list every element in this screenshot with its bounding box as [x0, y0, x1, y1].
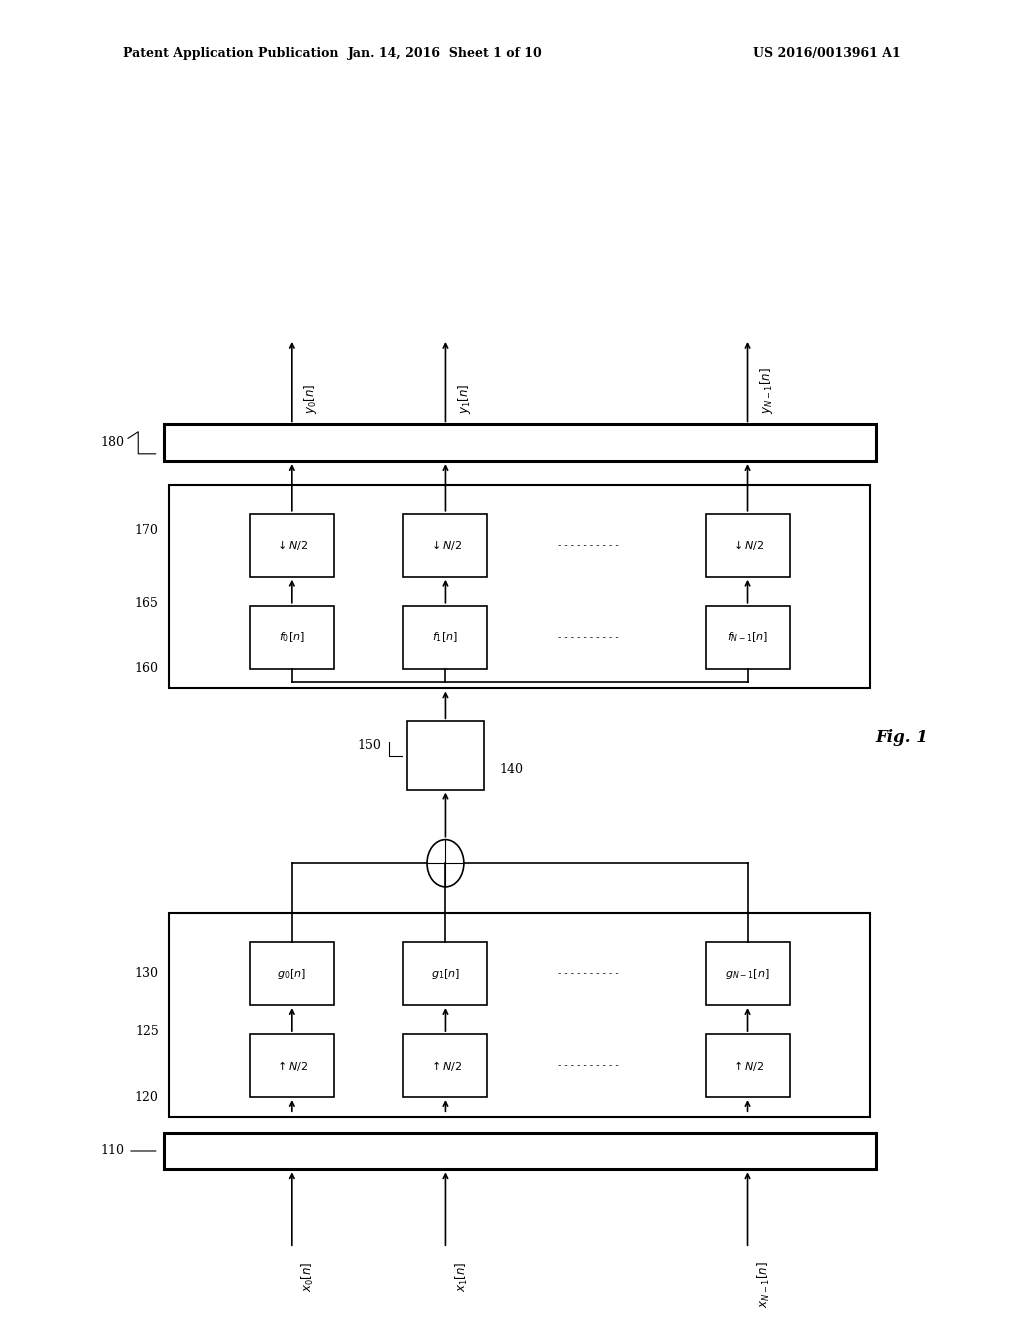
- Text: $g_0[n]$: $g_0[n]$: [278, 966, 306, 981]
- Text: $g_{N-1}[n]$: $g_{N-1}[n]$: [725, 966, 770, 981]
- Text: $y_1[n]$: $y_1[n]$: [456, 383, 473, 414]
- Text: $\uparrow N/2$: $\uparrow N/2$: [275, 1059, 308, 1073]
- Text: - - - - - - - - - -: - - - - - - - - - -: [558, 969, 620, 978]
- Bar: [706, 1034, 790, 1097]
- Bar: [250, 1034, 334, 1097]
- Text: $x_0[n]$: $x_0[n]$: [300, 1262, 316, 1292]
- Text: 140: 140: [500, 763, 523, 776]
- Text: 125: 125: [135, 1024, 159, 1038]
- Text: $x_1[n]$: $x_1[n]$: [454, 1262, 470, 1292]
- Text: $f_1[n]$: $f_1[n]$: [432, 631, 459, 644]
- Text: 180: 180: [101, 437, 125, 449]
- Bar: [164, 425, 876, 461]
- Text: Jan. 14, 2016  Sheet 1 of 10: Jan. 14, 2016 Sheet 1 of 10: [348, 48, 543, 61]
- Bar: [403, 513, 487, 577]
- Bar: [250, 942, 334, 1005]
- Text: $\uparrow N/2$: $\uparrow N/2$: [429, 1059, 462, 1073]
- Bar: [706, 513, 790, 577]
- Text: $f_0[n]$: $f_0[n]$: [279, 631, 305, 644]
- Bar: [250, 513, 334, 577]
- Bar: [408, 721, 484, 789]
- Text: US 2016/0013961 A1: US 2016/0013961 A1: [754, 48, 901, 61]
- Bar: [706, 606, 790, 669]
- Text: $y_{N-1}[n]$: $y_{N-1}[n]$: [758, 367, 775, 414]
- Text: 120: 120: [135, 1090, 159, 1104]
- Text: $\downarrow N/2$: $\downarrow N/2$: [275, 539, 308, 552]
- Text: Patent Application Publication: Patent Application Publication: [123, 48, 338, 61]
- Text: $\uparrow N/2$: $\uparrow N/2$: [731, 1059, 764, 1073]
- Text: Fig. 1: Fig. 1: [876, 729, 929, 746]
- Bar: [164, 1133, 876, 1170]
- Bar: [169, 484, 870, 689]
- Text: $f_{N-1}[n]$: $f_{N-1}[n]$: [727, 631, 768, 644]
- Text: $\downarrow N/2$: $\downarrow N/2$: [731, 539, 764, 552]
- Text: 110: 110: [101, 1144, 125, 1158]
- Text: 160: 160: [135, 663, 159, 676]
- Text: $y_0[n]$: $y_0[n]$: [302, 383, 319, 414]
- Bar: [403, 606, 487, 669]
- Text: $g_1[n]$: $g_1[n]$: [431, 966, 460, 981]
- Text: 165: 165: [135, 597, 159, 610]
- Text: - - - - - - - - - -: - - - - - - - - - -: [558, 541, 620, 549]
- Text: - - - - - - - - - -: - - - - - - - - - -: [558, 1061, 620, 1071]
- Text: 170: 170: [135, 524, 159, 537]
- Bar: [250, 606, 334, 669]
- Text: 130: 130: [135, 968, 159, 981]
- Text: 150: 150: [357, 739, 381, 752]
- Bar: [403, 1034, 487, 1097]
- Text: $\downarrow N/2$: $\downarrow N/2$: [429, 539, 462, 552]
- Text: $x_{N-1}[n]$: $x_{N-1}[n]$: [756, 1262, 772, 1308]
- Text: - - - - - - - - - -: - - - - - - - - - -: [558, 632, 620, 642]
- Bar: [169, 913, 870, 1117]
- Bar: [706, 942, 790, 1005]
- Bar: [403, 942, 487, 1005]
